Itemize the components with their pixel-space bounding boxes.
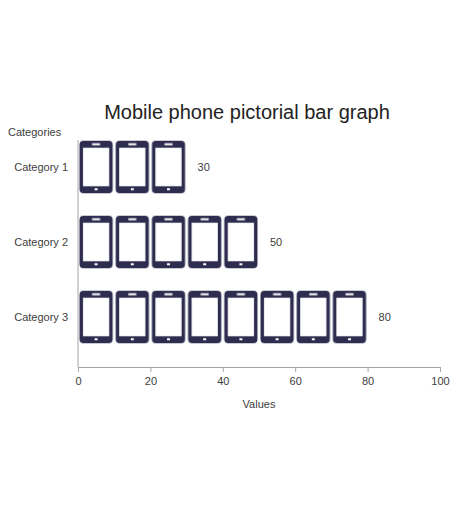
x-tick: 0	[75, 367, 81, 387]
x-tick-label: 20	[145, 375, 157, 387]
bars	[78, 141, 368, 344]
y-tick-label: Category 2	[14, 236, 68, 248]
x-tick: 100	[431, 367, 449, 387]
y-axis: Category 1 Category 2 Category 3	[14, 140, 78, 367]
x-axis: 0 20 40 60 80 100	[75, 367, 449, 387]
data-label: 50	[270, 236, 282, 248]
x-tick-label: 100	[431, 375, 449, 387]
x-axis-line	[79, 368, 441, 373]
y-tick: Category 1	[14, 161, 78, 173]
y-tick: Category 2	[14, 236, 78, 248]
x-tick-mark	[223, 367, 224, 372]
chart-root: Mobile phone pictorial bar graph Categori…	[0, 0, 474, 508]
y-axis-title: Categories	[8, 126, 62, 138]
x-tick-mark	[78, 367, 79, 372]
y-tick-label: Category 1	[14, 161, 68, 173]
x-axis-title: Values	[243, 398, 276, 410]
x-tick-mark	[368, 367, 369, 372]
data-label: 30	[198, 161, 210, 173]
x-tick-label: 40	[217, 375, 229, 387]
data-labels: 30 50 80	[198, 161, 391, 323]
bar	[78, 216, 259, 269]
x-tick: 80	[362, 367, 374, 387]
x-tick: 20	[145, 367, 157, 387]
y-tick-label: Category 3	[14, 311, 68, 323]
data-label: 80	[379, 311, 391, 323]
x-tick-mark	[440, 367, 441, 372]
x-tick-mark	[295, 367, 296, 372]
x-tick-label: 0	[75, 375, 81, 387]
x-tick-label: 80	[362, 375, 374, 387]
chart-title: Mobile phone pictorial bar graph	[104, 101, 390, 123]
x-tick-label: 60	[290, 375, 302, 387]
x-tick-mark	[150, 367, 151, 372]
background	[0, 0, 474, 508]
bar	[78, 141, 187, 194]
y-tick: Category 3	[14, 311, 78, 323]
bar	[78, 291, 368, 344]
x-tick: 60	[290, 367, 302, 387]
x-tick: 40	[217, 367, 229, 387]
